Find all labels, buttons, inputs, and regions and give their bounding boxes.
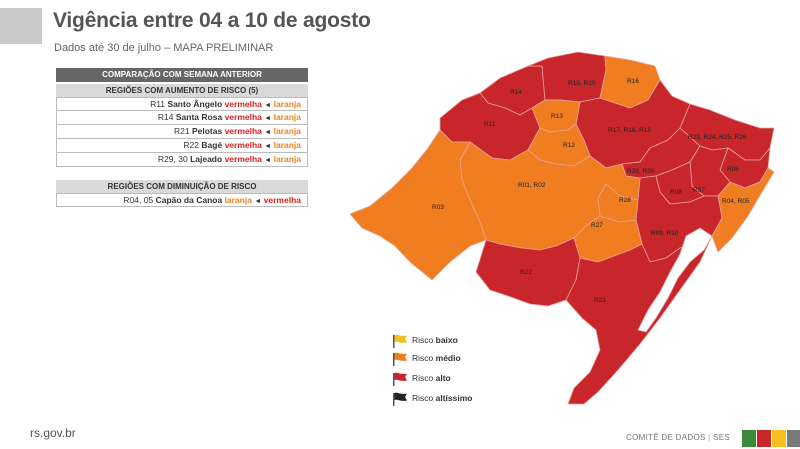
page-title: Vigência entre 04 a 10 de agosto [53, 9, 371, 32]
label-r29-r30: R29, R30 [627, 168, 655, 175]
arrow-left-icon: ◄ [264, 129, 272, 136]
arrow-left-icon: ◄ [264, 143, 272, 150]
label-r06: R06 [727, 166, 739, 173]
footer-ses: SES [713, 433, 730, 442]
legend-prefix: Risco [412, 373, 434, 383]
region-name: Bagé [201, 140, 223, 150]
risk-from: vermelha [224, 99, 262, 109]
legend-label: Risco alto [412, 373, 451, 383]
comparison-title: COMPARAÇÃO COM SEMANA ANTERIOR [56, 68, 308, 82]
title-accent-bar [0, 8, 42, 44]
region-name: Lajeado [190, 154, 223, 164]
label-r01-r02: R01, R02 [518, 182, 546, 189]
risk-from: vermelha [224, 140, 262, 150]
risk-to: laranja [273, 126, 301, 136]
legend-label: Risco altíssimo [412, 393, 473, 403]
comparison-row: R04, 05 Capão da Canoa laranja ◄ vermelh… [56, 193, 308, 207]
comparison-row: R29, 30 Lajeado vermelha ◄ laranja [56, 153, 308, 167]
comparison-row: R11 Santo Ângelo vermelha ◄ laranja [56, 97, 308, 111]
flag-icon [393, 352, 407, 366]
footer-stripe [742, 430, 756, 447]
region-name: Santo Ângelo [167, 99, 223, 109]
comparison-panel: COMPARAÇÃO COM SEMANA ANTERIOR REGIÕES C… [56, 68, 308, 167]
region-code: R04, 05 [123, 195, 154, 205]
label-r14: R14 [510, 89, 522, 96]
footer-stripe [787, 430, 800, 447]
footer-url[interactable]: rs.gov.br [30, 426, 76, 440]
region-code: R11 [150, 99, 166, 109]
region-name: Capão da Canoa [155, 195, 223, 205]
legend-level: alto [435, 373, 451, 383]
footer-stripe [772, 430, 786, 447]
label-r11: R11 [484, 121, 496, 128]
decrease-list: R04, 05 Capão da Canoa laranja ◄ vermelh… [56, 193, 308, 207]
flag-icon [393, 392, 407, 406]
footer-stripe [757, 430, 771, 447]
comparison-row: R22 Bagé vermelha ◄ laranja [56, 139, 308, 153]
legend-level: altíssimo [435, 393, 473, 403]
arrow-left-icon: ◄ [254, 198, 262, 205]
page-subtitle: Dados até 30 de julho – MAPA PRELIMINAR [54, 42, 274, 54]
legend-item: Risco altíssimo [392, 392, 532, 406]
risk-from: laranja [224, 195, 252, 205]
legend-label: Risco baixo [412, 335, 458, 345]
increase-title: REGIÕES COM AUMENTO DE RISCO (5) [56, 84, 308, 97]
legend-label: Risco médio [412, 353, 461, 363]
label-r13: R13 [551, 113, 563, 120]
legend-level: baixo [435, 335, 458, 345]
footer-org-name: COMITÊ DE DADOS [626, 433, 706, 442]
comparison-row: R14 Santa Rosa vermelha ◄ laranja [56, 111, 308, 125]
label-r15-r20: R15, R20 [568, 80, 596, 87]
risk-to: laranja [273, 140, 301, 150]
legend-item: Risco médio [392, 352, 532, 366]
region-code: R14 [157, 112, 174, 122]
label-r07: R07 [693, 187, 705, 194]
region-r03 [349, 129, 487, 281]
risk-from: vermelha [224, 126, 262, 136]
flag-icon [393, 372, 407, 386]
label-r09-r10: R09, R10 [651, 230, 679, 237]
label-r03: R03 [432, 204, 444, 211]
label-r21: R21 [594, 297, 606, 304]
comparison-row: R21 Pelotas vermelha ◄ laranja [56, 125, 308, 139]
risk-to: laranja [273, 154, 301, 164]
label-r12: R12 [563, 142, 575, 149]
risk-to: laranja [273, 99, 301, 109]
decrease-panel: REGIÕES COM DIMINUIÇÃO DE RISCO R04, 05 … [56, 180, 308, 207]
region-code: R29, 30 [157, 154, 188, 164]
risk-to: laranja [273, 112, 301, 122]
region-code: R21 [173, 126, 190, 136]
label-r22: R22 [520, 269, 532, 276]
risk-from: vermelha [224, 154, 262, 164]
legend-prefix: Risco [412, 353, 434, 363]
increase-list: R11 Santo Ângelo vermelha ◄ laranja R14 S… [56, 97, 308, 167]
risk-from: vermelha [224, 112, 262, 122]
region-name: Santa Rosa [175, 112, 223, 122]
legend-item: Risco alto [392, 372, 532, 386]
legend-prefix: Risco [412, 393, 434, 403]
footer-org: COMITÊ DE DADOS | SES [626, 433, 730, 442]
label-r04-r05: R04, R05 [722, 198, 750, 205]
legend-prefix: Risco [412, 335, 434, 345]
legend-item: Risco baixo [392, 334, 532, 348]
label-r28: R28 [619, 197, 631, 204]
risk-to: vermelha [263, 195, 301, 205]
lagoon [637, 227, 713, 333]
arrow-left-icon: ◄ [264, 102, 272, 109]
flag-icon [393, 334, 407, 348]
arrow-left-icon: ◄ [264, 157, 272, 164]
label-r23-r26: R23, R24, R25, R26 [688, 134, 747, 141]
legend-level: médio [435, 353, 461, 363]
label-r27: R27 [591, 222, 603, 229]
label-r08: R08 [670, 189, 682, 196]
decrease-title: REGIÕES COM DIMINUIÇÃO DE RISCO [56, 180, 308, 193]
arrow-left-icon: ◄ [264, 115, 272, 122]
region-code: R22 [183, 140, 200, 150]
label-r17-r19: R17, R18, R19 [608, 127, 651, 134]
label-r16: R16 [627, 78, 639, 85]
footer-separator: | [708, 433, 711, 442]
region-name: Pelotas [191, 126, 223, 136]
